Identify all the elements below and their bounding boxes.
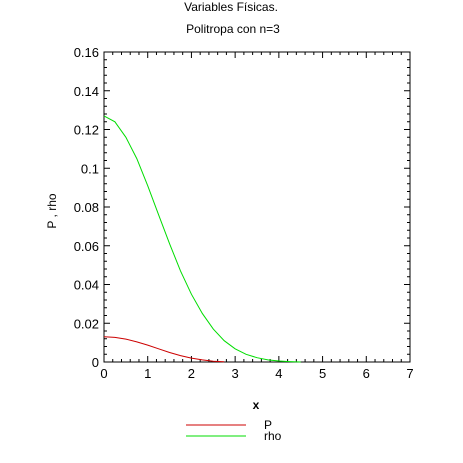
- y-tick-label: 0.06: [74, 239, 99, 254]
- y-tick-label: 0.12: [74, 123, 99, 138]
- y-tick-label: 0.14: [74, 84, 99, 99]
- y-tick-label: 0.02: [74, 316, 99, 331]
- chart-subtitle: Politropa con n=3: [186, 22, 280, 36]
- series-layer: [103, 115, 301, 363]
- y-axis-label: P , rho: [45, 193, 59, 228]
- x-tick-label: 7: [406, 366, 413, 381]
- x-axis-ticks: 0 1 2 3 4 5 6 7: [100, 52, 414, 381]
- x-tick-label: 5: [319, 366, 326, 381]
- plot-border: [103, 51, 411, 363]
- y-axis-ticks: 0 0.02 0.04 0.06 0.08 0.1 0.12 0.14 0.16: [74, 45, 410, 370]
- x-tick-label: 4: [275, 366, 282, 381]
- x-axis-label: x: [253, 398, 260, 412]
- y-tick-label: 0.04: [74, 278, 99, 293]
- y-tick-label: 0.08: [74, 200, 99, 215]
- x-tick-label: 6: [363, 366, 370, 381]
- y-tick-label: 0.16: [74, 45, 99, 60]
- x-tick-label: 3: [232, 366, 239, 381]
- y-tick-label: 0.1: [81, 161, 99, 176]
- legend-label-P: P: [264, 418, 272, 432]
- x-tick-label: 0: [100, 366, 107, 381]
- plot-frame: [103, 51, 411, 363]
- x-tick-label: 1: [144, 366, 151, 381]
- x-tick-label: 2: [188, 366, 195, 381]
- chart-title: Variables Físicas.: [184, 0, 278, 14]
- y-tick-label: 0: [92, 355, 99, 370]
- legend-label-rho: rho: [264, 429, 282, 443]
- series-line-rho: [103, 115, 301, 363]
- series-line-P: [103, 336, 225, 363]
